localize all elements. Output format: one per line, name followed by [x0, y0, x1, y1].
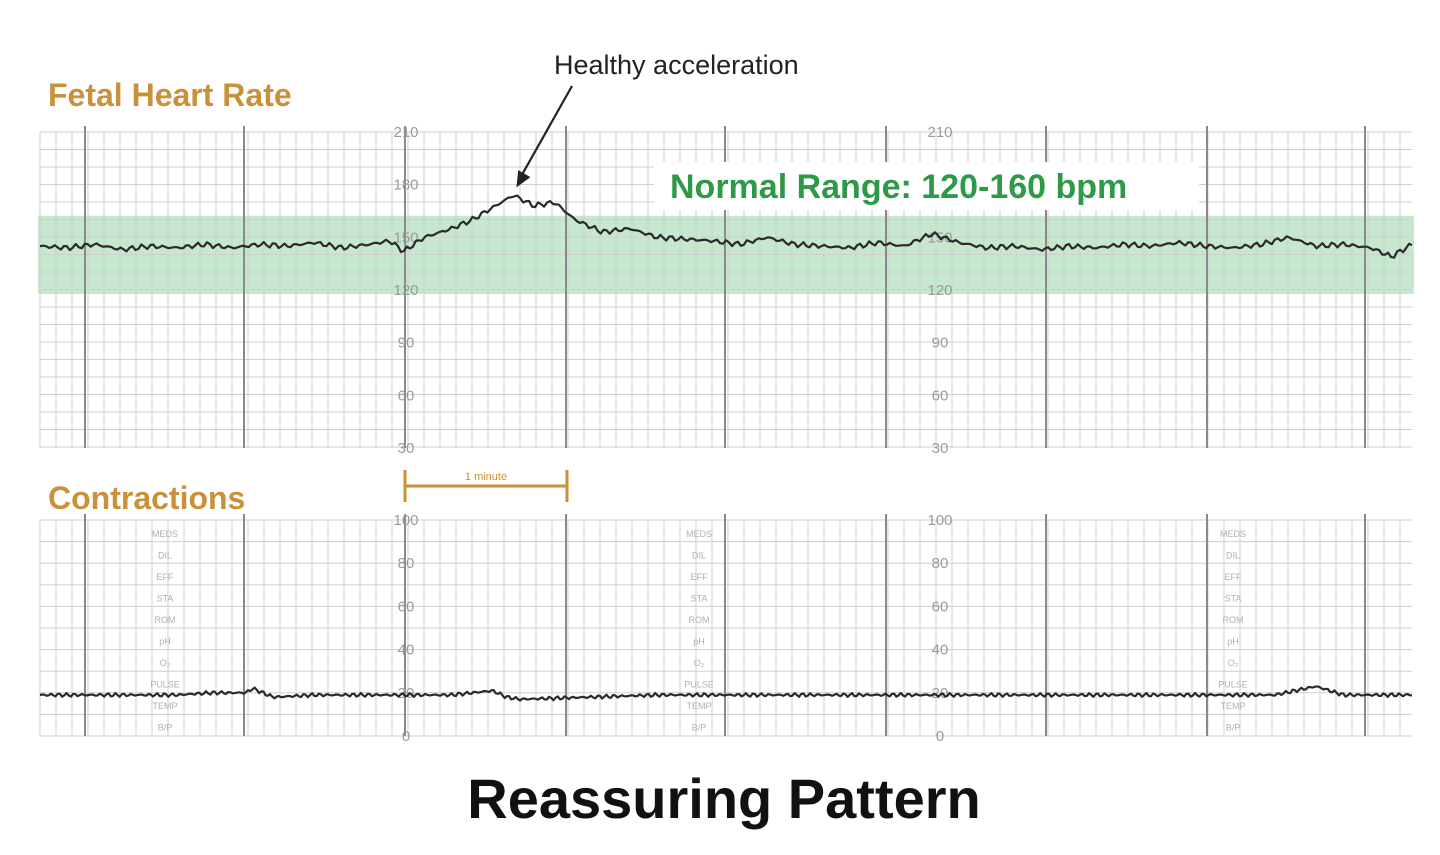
normal-range-label: Normal Range: 120-160 bpm: [654, 162, 1199, 210]
fhr-panel: 210180150120906030210180150120906030: [38, 124, 1414, 457]
fhr-tick-label: 120: [393, 282, 418, 299]
figure-caption: Reassuring Pattern: [467, 767, 981, 830]
one-minute-scale: 1 minute: [403, 470, 569, 502]
contractions-tick-label: 40: [932, 642, 949, 659]
side-label: O₂: [694, 658, 705, 668]
fhr-trace-line: [39, 194, 1413, 259]
contractions-tick-labels: 100 80 60 40 20 0 100 80 60 40 20 0: [393, 512, 952, 745]
side-label: B/P: [158, 723, 173, 733]
contractions-title: Contractions: [48, 480, 245, 516]
fhr-tick-label: 180: [393, 177, 418, 194]
side-label: pH: [1227, 637, 1239, 647]
side-label: ROM: [689, 615, 710, 625]
side-label: STA: [1225, 594, 1242, 604]
fhr-tick-label: 60: [932, 387, 949, 404]
fhr-tick-label: 210: [393, 124, 418, 141]
fhr-tick-label: 90: [932, 335, 949, 352]
fhr-tick-label: 150: [393, 229, 418, 246]
side-label: PULSE: [1218, 680, 1248, 690]
fhr-tick-label: 30: [398, 440, 415, 457]
contractions-tick-label: 20: [398, 685, 415, 702]
normal-range-text: Normal Range: 120-160 bpm: [670, 168, 1127, 206]
contractions-tick-label: 0: [402, 728, 410, 745]
side-label: DIL: [692, 551, 706, 561]
side-label: pH: [693, 637, 705, 647]
contractions-panel: MEDS DIL EFF STA ROM pH O₂ PULSE TEMP B/P MEDS DIL E…: [39, 512, 1413, 745]
side-label: MEDS: [686, 529, 712, 539]
contractions-tick-label: 20: [932, 685, 949, 702]
contractions-grid: [39, 514, 1412, 737]
fhr-tick-label: 90: [398, 335, 415, 352]
side-label: EFF: [691, 572, 709, 582]
fhr-tick-label: 60: [398, 387, 415, 404]
chart-side-labels: MEDS DIL EFF STA ROM pH O₂ PULSE TEMP B/P MEDS DIL E…: [150, 529, 1248, 733]
contractions-tick-label: 60: [932, 598, 949, 615]
contractions-tick-label: 80: [398, 555, 415, 572]
fhr-tick-label: 210: [927, 124, 952, 141]
side-label: MEDS: [152, 529, 178, 539]
side-label: ROM: [1223, 615, 1244, 625]
fhr-tick-label: 30: [932, 440, 949, 457]
side-label: pH: [159, 637, 171, 647]
side-label: O₂: [160, 658, 171, 668]
side-label: O₂: [1228, 658, 1239, 668]
side-label: DIL: [1226, 551, 1240, 561]
one-minute-label: 1 minute: [465, 471, 507, 483]
annotation-arrowhead: [516, 170, 531, 188]
side-label: B/P: [1226, 723, 1241, 733]
side-label: EFF: [1225, 572, 1243, 582]
side-label: MEDS: [1220, 529, 1246, 539]
fhr-title: Fetal Heart Rate: [48, 77, 292, 113]
side-label: ROM: [155, 615, 176, 625]
side-label: B/P: [692, 723, 707, 733]
acceleration-annotation: Healthy acceleration: [516, 50, 799, 188]
contractions-trace-line: [39, 685, 1413, 702]
contractions-tick-label: 0: [936, 728, 944, 745]
side-label: STA: [691, 594, 708, 604]
side-label: TEMP: [152, 701, 177, 711]
side-label: PULSE: [684, 680, 714, 690]
acceleration-annotation-text: Healthy acceleration: [554, 50, 799, 80]
side-label: TEMP: [686, 701, 711, 711]
annotation-arrow: [518, 85, 573, 180]
side-label: DIL: [158, 551, 172, 561]
side-label: TEMP: [1220, 701, 1245, 711]
side-label: PULSE: [150, 680, 180, 690]
contractions-tick-label: 80: [932, 555, 949, 572]
side-label: EFF: [157, 572, 175, 582]
contractions-tick-label: 100: [393, 512, 418, 529]
contractions-tick-label: 100: [927, 512, 952, 529]
side-label: STA: [157, 594, 174, 604]
contractions-tick-label: 40: [398, 642, 415, 659]
fhr-tick-label: 120: [927, 282, 952, 299]
contractions-tick-label: 60: [398, 598, 415, 615]
